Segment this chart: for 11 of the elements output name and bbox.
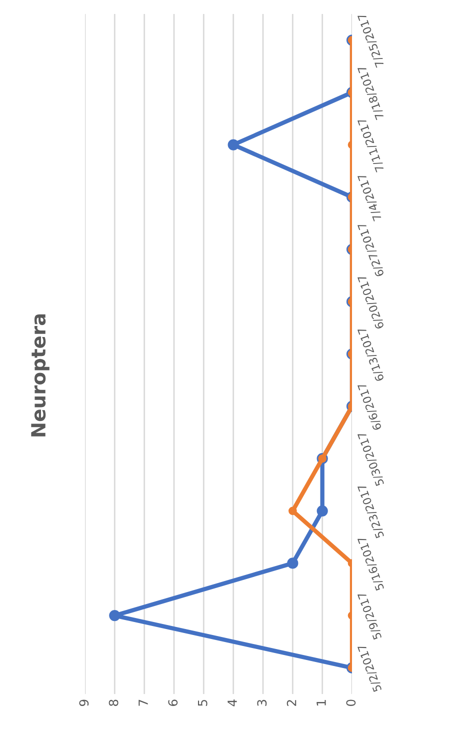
x-tick-label: 7: [138, 700, 148, 706]
x-tick-label: 6: [168, 700, 178, 706]
x-tick-label: 2: [286, 700, 296, 706]
x-tick-label: 3: [257, 700, 267, 706]
x-tick-label: 9: [79, 700, 89, 706]
x-tick-label: 1: [316, 700, 326, 706]
x-tick-label: 4: [228, 700, 237, 706]
x-tick-label: 5: [198, 700, 208, 706]
x-tick-label: 0: [346, 700, 356, 706]
text: Neuroptera: [31, 314, 50, 436]
x-tick-label: 8: [108, 700, 118, 706]
